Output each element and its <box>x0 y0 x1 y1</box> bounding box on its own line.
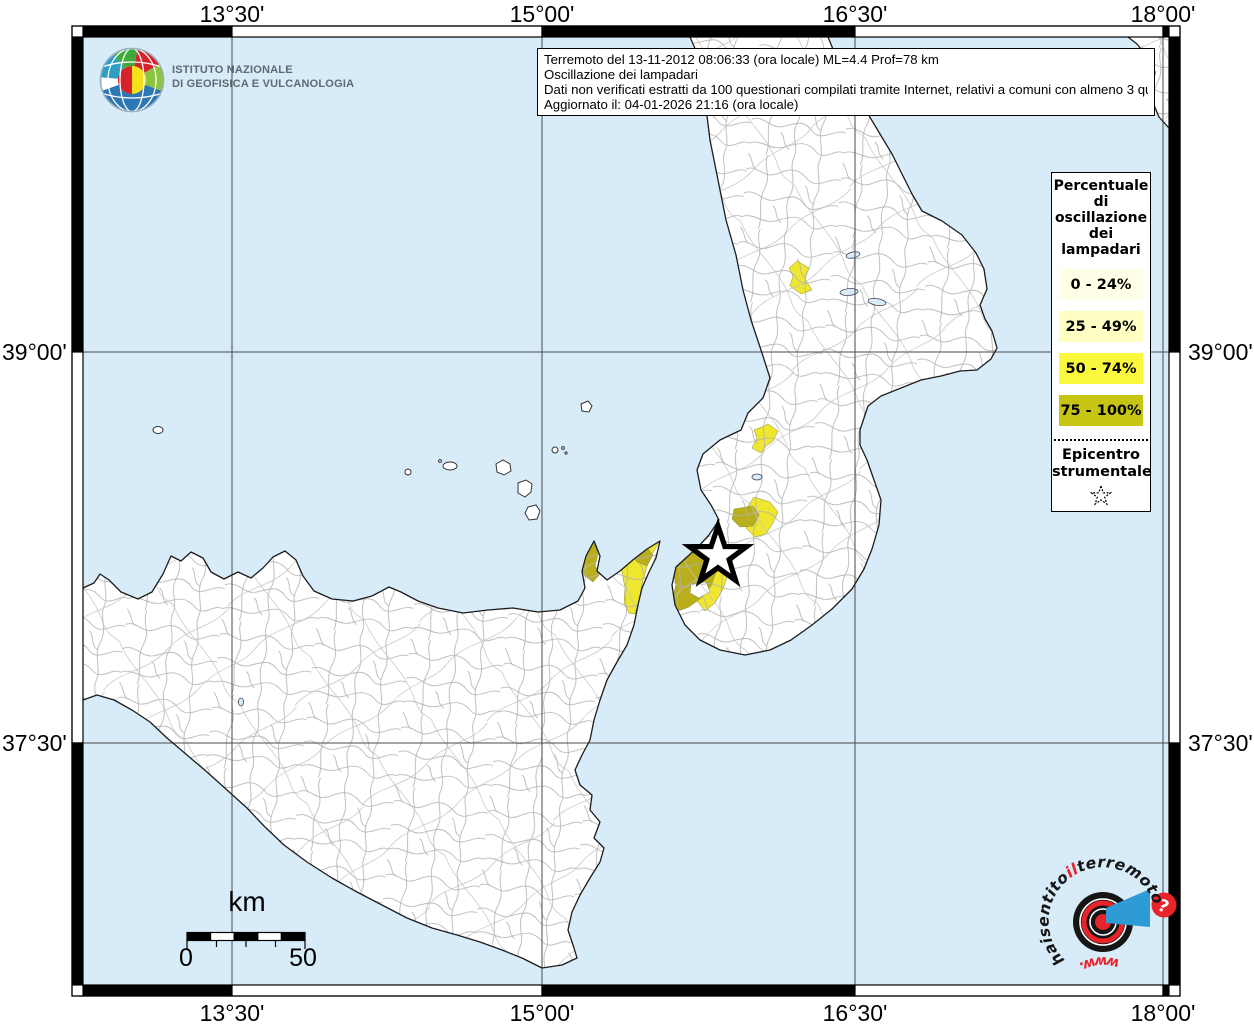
island-stromboli <box>580 400 593 413</box>
svg-text:www.: www. <box>1076 953 1121 975</box>
legend-swatch-label: 75 - 100% <box>1060 402 1142 419</box>
legend: Percentuale di oscillazione dei lampadar… <box>1051 172 1152 512</box>
coastlines <box>82 36 1170 969</box>
island-panarea <box>551 446 559 454</box>
watermark-text-www: www. <box>1076 953 1121 975</box>
axis-label-right-39-00: 39°00' <box>1188 339 1253 365</box>
island-ustica <box>152 426 164 434</box>
axis-label-bottom-16-30: 16°30' <box>822 1000 888 1026</box>
ingv-logo-icon <box>99 47 165 113</box>
scale-end-label: 50 <box>289 944 317 972</box>
island-filicudi <box>442 461 458 471</box>
legend-swatch-label: 50 - 74% <box>1065 360 1137 377</box>
info-line-updated: Aggiornato il: 04-01-2026 21:16 (ora loc… <box>544 97 799 112</box>
lakes <box>237 251 887 707</box>
question-badge <box>1151 892 1177 918</box>
island-vulcano <box>524 504 541 521</box>
star-icon <box>1089 484 1113 506</box>
map-frame <box>71 25 1181 997</box>
axis-label-right-37-30: 37°30' <box>1188 730 1253 756</box>
legend-swatch-25-49: 25 - 49% <box>1059 311 1143 342</box>
ingv-name-line1: ISTITUTO NAZIONALE <box>172 64 293 76</box>
watermark-text-prefix: haisentito <box>1035 868 1073 969</box>
scale-start-label: 0 <box>179 944 193 972</box>
axis-label-bottom-18-00: 18°00' <box>1130 1000 1196 1026</box>
epicenter-legend-label: Epicentro strumentale <box>1052 447 1152 480</box>
info-line-event: Terremoto del 13-11-2012 08:06:33 (ora l… <box>544 52 939 67</box>
legend-swatch-label: 0 - 24% <box>1070 276 1132 293</box>
ingv-logo-text: ISTITUTO NAZIONALE DI GEOFISICA E VULCAN… <box>172 64 354 91</box>
legend-swatch-label: 25 - 49% <box>1065 318 1137 335</box>
axis-label-top-13-30: 13°30' <box>199 1 265 27</box>
axis-label-bottom-15-00: 15°00' <box>509 1000 575 1026</box>
epicenter-star-icon <box>681 517 755 587</box>
info-line-source: Dati non verificati estratti da 100 ques… <box>544 82 1148 97</box>
legend-title: Percentuale di oscillazione dei lampadar… <box>1053 178 1149 258</box>
scale-bar <box>186 931 306 949</box>
axis-label-left-37-30: 37°30' <box>2 730 67 756</box>
legend-swatch-50-74: 50 - 74% <box>1059 353 1143 384</box>
legend-separator <box>1054 439 1148 441</box>
earthquake-info-box: Terremoto del 13-11-2012 08:06:33 (ora l… <box>537 48 1155 116</box>
scale-unit-label: km <box>228 886 266 917</box>
info-line-effect: Oscillazione dei lampadari <box>544 67 698 82</box>
megaphone-icon <box>1106 889 1150 927</box>
watermark-logo: ? haisentitoilterremoto.it www. <box>1028 850 1177 975</box>
islands <box>152 400 593 521</box>
island-salina <box>495 459 512 476</box>
legend-swatch-75-100: 75 - 100% <box>1059 395 1143 426</box>
ingv-name-line2: DI GEOFISICA E VULCANOLOGIA <box>172 77 355 90</box>
island-lipari <box>517 479 533 498</box>
graticule <box>83 37 1169 985</box>
axis-label-top-16-30: 16°30' <box>822 1 888 27</box>
axis-label-bottom-13-30: 13°30' <box>199 1000 265 1026</box>
legend-swatch-0-24: 0 - 24% <box>1059 269 1143 300</box>
island-alicudi <box>404 468 412 476</box>
axis-label-top-15-00: 15°00' <box>509 1 575 27</box>
axis-label-top-18-00: 18°00' <box>1130 1 1196 27</box>
sea <box>83 37 1169 985</box>
axis-label-left-39-00: 39°00' <box>2 339 67 365</box>
